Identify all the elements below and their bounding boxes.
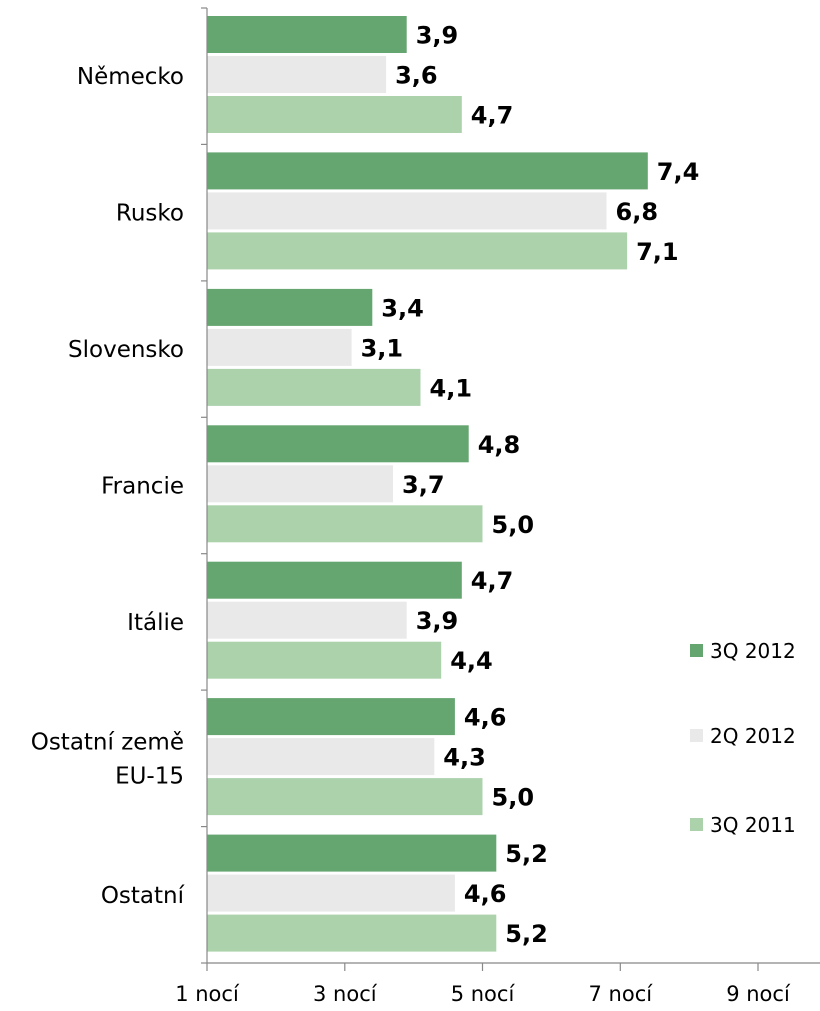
legend: 3Q 2012 2Q 2012 3Q 2011: [690, 639, 796, 837]
data-label: 3,9: [416, 607, 459, 635]
data-label: 4,4: [450, 647, 493, 675]
bar: [207, 328, 352, 366]
bar: [207, 834, 497, 872]
bar: [207, 778, 483, 816]
data-label: 7,4: [657, 158, 700, 186]
x-tick-label: 3 nocí: [313, 982, 378, 1006]
category-label: Německo: [77, 64, 184, 90]
bar: [207, 368, 421, 406]
data-label: 4,8: [478, 431, 521, 459]
bars-layer: [207, 16, 648, 952]
data-label: 5,2: [505, 920, 548, 948]
bar: [207, 16, 407, 53]
data-label: 5,0: [492, 511, 535, 539]
data-label: 3,6: [395, 62, 438, 90]
category-label: Itálie: [127, 610, 184, 636]
data-label: 4,1: [430, 374, 473, 402]
bar: [207, 425, 469, 463]
bar: [207, 232, 628, 270]
data-label: 3,7: [402, 471, 445, 499]
bar: [207, 601, 407, 639]
x-tick-label: 1 nocí: [175, 982, 240, 1006]
data-label: 3,4: [381, 294, 424, 322]
data-label: 3,9: [416, 22, 459, 50]
bar: [207, 738, 435, 776]
bar: [207, 288, 373, 326]
data-label: 4,3: [443, 744, 486, 772]
bar: [207, 56, 387, 93]
legend-label: 3Q 2011: [710, 813, 796, 837]
axis-layer: [201, 7, 820, 971]
category-label: Francie: [101, 474, 184, 500]
x-tick-label: 7 nocí: [589, 982, 654, 1006]
data-label: 4,6: [464, 880, 507, 908]
data-label: 5,2: [505, 840, 548, 868]
bar: [207, 505, 483, 543]
data-label: 3,1: [361, 334, 404, 362]
legend-swatch: [690, 644, 703, 657]
legend-swatch: [690, 818, 703, 831]
x-tick-label: 9 nocí: [726, 982, 791, 1006]
bar: [207, 874, 455, 912]
legend-label: 3Q 2012: [710, 639, 796, 663]
bar: [207, 192, 607, 230]
category-label: Ostatní: [101, 883, 185, 909]
bar: [207, 914, 497, 952]
legend-swatch: [690, 729, 703, 742]
data-label: 6,8: [616, 198, 659, 226]
category-label: Slovensko: [68, 337, 184, 363]
x-tick-label: 5 nocí: [451, 982, 516, 1006]
data-label: 7,1: [636, 238, 679, 266]
bar: [207, 96, 462, 133]
data-label: 4,7: [471, 102, 514, 130]
category-label: Ostatní země: [31, 729, 184, 755]
data-label: 5,0: [492, 784, 535, 812]
bar: [207, 465, 393, 503]
data-label: 4,6: [464, 704, 507, 732]
data-label: 4,7: [471, 567, 514, 595]
bar: [207, 561, 462, 599]
category-label: Rusko: [116, 201, 184, 227]
legend-label: 2Q 2012: [710, 724, 796, 748]
bar: [207, 152, 648, 190]
bar: [207, 641, 442, 679]
category-label: EU-15: [115, 763, 184, 789]
bar: [207, 698, 455, 736]
labels-layer: 3,9 3,6 4,7 Německo 7,4 6,8 7,1 Rusko 3,4 3,1 4,1 S…: [31, 22, 791, 1007]
